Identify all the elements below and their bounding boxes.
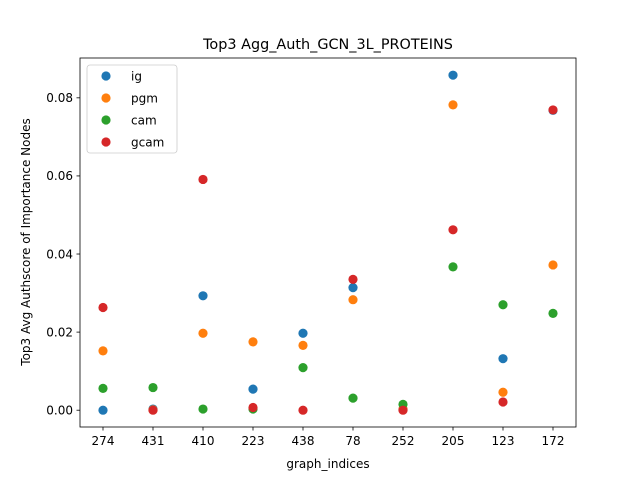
legend-label-cam: cam	[131, 113, 157, 127]
data-point-cam	[348, 393, 358, 403]
data-point-cam	[498, 300, 508, 310]
plot-frame	[79, 57, 577, 428]
data-point-pgm	[298, 340, 308, 350]
data-point-pgm	[348, 295, 358, 305]
legend-marker-cam	[101, 115, 111, 125]
data-point-pgm	[498, 387, 508, 397]
x-tick-label: 78	[345, 434, 360, 448]
data-point-cam	[198, 404, 208, 414]
data-point-gcam	[348, 274, 358, 284]
data-point-gcam	[298, 405, 308, 415]
data-point-ig	[198, 291, 208, 301]
y-tick-label: 0.02	[46, 325, 73, 339]
data-point-ig	[98, 405, 108, 415]
y-axis-label: Top3 Avg Authscore of Importance Nodes	[19, 118, 33, 366]
data-point-pgm	[448, 100, 458, 110]
legend-label-gcam: gcam	[131, 135, 164, 149]
data-point-cam	[98, 383, 108, 393]
data-point-cam	[548, 308, 558, 318]
data-point-ig	[248, 384, 258, 394]
legend-marker-gcam	[101, 137, 111, 147]
data-point-cam	[148, 382, 158, 393]
data-point-gcam	[98, 302, 108, 313]
data-point-ig	[498, 354, 508, 364]
y-tick-label: 0.08	[46, 91, 73, 105]
data-point-ig	[448, 70, 458, 80]
data-point-gcam	[448, 225, 458, 235]
x-tick-label: 252	[392, 434, 415, 448]
plot-area: 274 431 410 223 438 78 252 205 123 172 0.00 0.02 0.0…	[46, 57, 577, 448]
chart-title: Top3 Agg_Auth_GCN_3L_PROTEINS	[202, 37, 453, 53]
data-point-gcam	[148, 405, 158, 415]
x-tick-label: 410	[192, 434, 215, 448]
x-tick-label: 274	[92, 434, 115, 448]
data-point-gcam	[248, 402, 258, 413]
x-tick-label: 205	[442, 434, 465, 448]
legend-label-pgm: pgm	[131, 91, 158, 105]
data-point-pgm	[548, 260, 558, 270]
data-point-cam	[298, 363, 308, 373]
legend: ig pgm cam gcam	[86, 64, 178, 154]
data-point-pgm	[248, 337, 258, 347]
data-point-cam	[448, 262, 458, 272]
legend-label-ig: ig	[131, 69, 142, 83]
y-tick-label: 0.04	[46, 247, 73, 261]
data-point-ig	[298, 328, 308, 338]
y-tick-label: 0.06	[46, 169, 73, 183]
data-point-gcam	[548, 105, 558, 115]
x-axis-label: graph_indices	[286, 457, 369, 471]
legend-box	[86, 64, 178, 154]
x-tick-label: 431	[142, 434, 165, 448]
x-tick-label: 123	[492, 434, 515, 448]
data-point-pgm	[198, 328, 208, 338]
x-tick-label: 223	[242, 434, 265, 448]
legend-marker-ig	[101, 71, 111, 81]
data-point-gcam	[198, 174, 208, 185]
data-point-ig	[348, 283, 358, 293]
data-point-pgm	[98, 346, 108, 356]
x-tick-label: 438	[292, 434, 315, 448]
data-point-gcam	[498, 397, 508, 407]
data-point-gcam	[398, 405, 408, 415]
legend-marker-pgm	[101, 93, 111, 103]
x-tick-label: 172	[542, 434, 565, 448]
y-tick-label: 0.00	[46, 404, 73, 418]
